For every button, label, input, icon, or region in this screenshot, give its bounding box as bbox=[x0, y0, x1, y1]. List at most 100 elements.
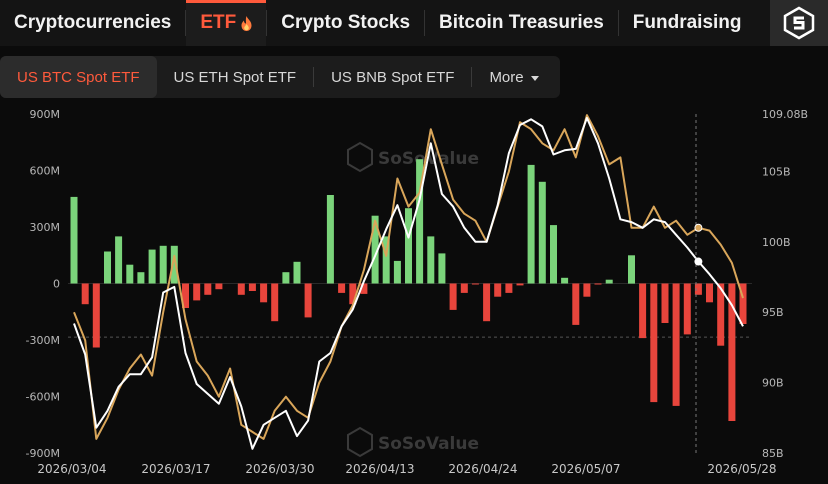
flow-bar bbox=[260, 283, 268, 303]
flow-bar bbox=[393, 260, 401, 284]
bars bbox=[70, 159, 747, 421]
series-lines bbox=[73, 114, 744, 450]
flow-bar bbox=[717, 283, 725, 346]
right-tick-label: 95B bbox=[762, 306, 784, 319]
tab-fundraising[interactable]: Fundraising bbox=[619, 0, 756, 46]
flow-bar bbox=[483, 283, 491, 322]
left-tick-label: -900M bbox=[26, 447, 60, 460]
flow-bar bbox=[494, 283, 502, 297]
flow-bar bbox=[471, 283, 479, 285]
tab-bitcoin-treasuries[interactable]: Bitcoin Treasuries bbox=[425, 0, 618, 46]
series-line-gold bbox=[73, 114, 744, 440]
left-tick-label: -300M bbox=[26, 334, 60, 347]
flow-bar bbox=[271, 283, 279, 322]
flow-bar bbox=[594, 283, 602, 285]
top-nav: Cryptocurrencies ETF Crypto Stocks Bitco… bbox=[0, 0, 828, 46]
more-dropdown[interactable]: More bbox=[472, 56, 555, 98]
tab-us-btc-spot-etf[interactable]: US BTC Spot ETF bbox=[0, 56, 157, 98]
tab-label: US ETH Spot ETF bbox=[173, 68, 297, 86]
flow-bar bbox=[182, 283, 189, 308]
flow-bar bbox=[382, 236, 390, 284]
flow-bar bbox=[293, 261, 301, 284]
x-tick-label: 2026/04/24 bbox=[448, 462, 517, 476]
flow-bar bbox=[115, 236, 123, 284]
right-tick-label: 100B bbox=[762, 236, 791, 249]
x-tick-label: 2026/04/13 bbox=[345, 462, 414, 476]
sub-nav: US BTC Spot ETF US ETH Spot ETF US BNB S… bbox=[0, 56, 560, 98]
flow-bar bbox=[639, 283, 647, 339]
divider bbox=[266, 10, 268, 36]
right-tick-label: 90B bbox=[762, 377, 784, 390]
tab-label: Bitcoin Treasuries bbox=[439, 12, 604, 33]
flow-bar bbox=[248, 283, 256, 291]
flow-bar bbox=[694, 283, 702, 295]
flow-bar bbox=[104, 251, 111, 284]
more-label: More bbox=[489, 68, 524, 86]
flow-bar bbox=[706, 283, 713, 303]
tab-cryptocurrencies[interactable]: Cryptocurrencies bbox=[0, 0, 185, 46]
right-tick-label: 85B bbox=[762, 447, 784, 460]
tab-label: Fundraising bbox=[632, 12, 742, 33]
flow-bar bbox=[460, 283, 468, 293]
tab-us-eth-spot-etf[interactable]: US ETH Spot ETF bbox=[157, 56, 314, 98]
gridlines bbox=[68, 283, 752, 338]
flow-bar bbox=[126, 264, 134, 284]
flow-bar bbox=[338, 283, 346, 293]
right-tick-label: 105B bbox=[762, 165, 791, 178]
x-tick-label: 2026/05/07 bbox=[551, 462, 620, 476]
divider bbox=[617, 10, 619, 36]
flow-bar bbox=[70, 196, 78, 284]
sosovalue-logo[interactable] bbox=[770, 0, 828, 46]
flow-bar bbox=[137, 272, 145, 284]
flow-bar bbox=[661, 283, 669, 323]
tab-etf[interactable]: ETF bbox=[186, 0, 267, 46]
divider bbox=[424, 10, 426, 36]
flow-bar bbox=[237, 283, 245, 295]
gold-point-marker bbox=[694, 223, 703, 232]
flow-bar bbox=[427, 236, 435, 284]
tab-us-bnb-spot-etf[interactable]: US BNB Spot ETF bbox=[314, 56, 471, 98]
sosovalue-watermark-icon bbox=[347, 426, 373, 458]
divider bbox=[471, 67, 473, 87]
flow-bar bbox=[282, 272, 290, 284]
flow-bar bbox=[215, 283, 223, 290]
sosovalue-logo-icon bbox=[783, 6, 815, 40]
tab-label: US BTC Spot ETF bbox=[17, 68, 140, 86]
left-tick-label: 600M bbox=[30, 165, 61, 178]
left-tick-label: 300M bbox=[30, 221, 61, 234]
flow-bar bbox=[505, 283, 513, 293]
flow-bar bbox=[728, 283, 736, 421]
flow-bar bbox=[304, 283, 312, 318]
series-line-white bbox=[73, 116, 744, 450]
x-tick-label: 2026/03/17 bbox=[141, 462, 210, 476]
flow-bar bbox=[605, 279, 613, 284]
white-point-marker bbox=[694, 257, 703, 266]
tab-label: Cryptocurrencies bbox=[14, 12, 172, 33]
flow-bar bbox=[516, 283, 524, 286]
sosovalue-watermark-icon bbox=[347, 141, 373, 173]
left-tick-label: -600M bbox=[26, 391, 60, 404]
divider bbox=[185, 10, 187, 36]
flow-bar bbox=[326, 195, 334, 284]
tab-crypto-stocks[interactable]: Crypto Stocks bbox=[267, 0, 424, 46]
flow-bar bbox=[148, 249, 156, 284]
flow-bar bbox=[550, 225, 557, 284]
flow-bar bbox=[650, 283, 658, 403]
flow-bar bbox=[683, 283, 691, 335]
x-tick-label: 2026/05/28 bbox=[707, 462, 776, 476]
flow-bar bbox=[527, 164, 535, 284]
left-tick-label: 0 bbox=[53, 278, 60, 291]
flow-bar bbox=[416, 159, 424, 284]
flow-bar bbox=[360, 283, 368, 294]
flow-bar bbox=[170, 245, 178, 284]
x-axis: 2026/03/04 2026/03/17 2026/03/30 2026/04/13… bbox=[37, 462, 776, 476]
x-tick-label: 2026/03/30 bbox=[245, 462, 314, 476]
flow-bar bbox=[538, 181, 546, 284]
flow-bar bbox=[204, 283, 212, 295]
flame-icon bbox=[241, 15, 252, 31]
right-tick-label: 109.08B bbox=[762, 108, 808, 121]
left-axis: 900M 600M 300M 0 -300M -600M -900M bbox=[26, 108, 60, 460]
tab-label: US BNB Spot ETF bbox=[331, 68, 455, 86]
watermark-text: SoSoValue bbox=[378, 434, 479, 454]
left-tick-label: 900M bbox=[30, 108, 61, 121]
